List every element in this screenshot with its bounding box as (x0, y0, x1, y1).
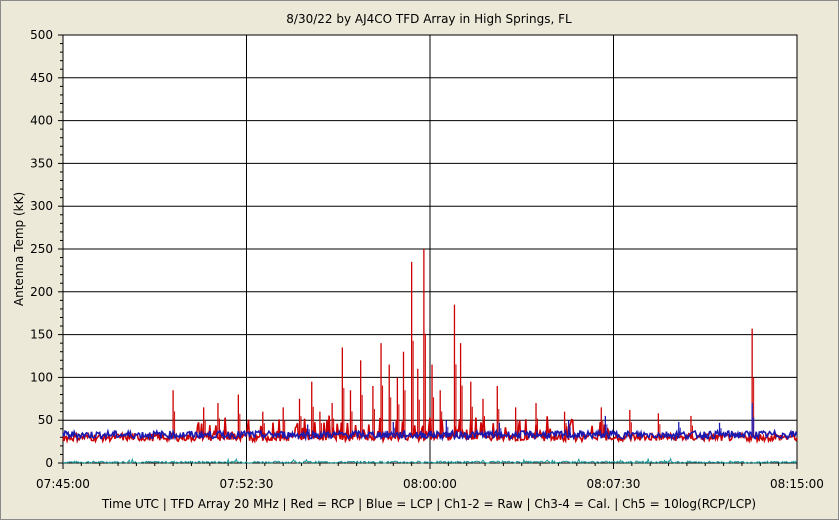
x-axis-label: Time UTC | TFD Array 20 MHz | Red = RCP … (101, 497, 756, 511)
x-tick-label: 08:00:00 (403, 477, 457, 491)
x-tick-label: 08:15:00 (770, 477, 824, 491)
series-line-ch5 (62, 457, 798, 465)
x-axis: 07:45:00 07:52:30 08:00:00 08:07:30 08:15:00 (36, 463, 824, 491)
y-tick-label: 250 (30, 242, 53, 256)
y-tick-label: 50 (38, 413, 53, 427)
chart-title: 8/30/22 by AJ4CO TFD Array in High Sprin… (286, 12, 572, 26)
x-tick-label: 08:07:30 (587, 477, 641, 491)
series-line-lcp (62, 428, 798, 442)
y-tick-label: 350 (30, 156, 53, 170)
y-tick-label: 100 (30, 370, 53, 384)
y-tick-label: 300 (30, 199, 53, 213)
x-tick-label: 07:45:00 (36, 477, 90, 491)
x-tick-label: 07:52:30 (220, 477, 274, 491)
y-tick-label: 150 (30, 328, 53, 342)
series-group (62, 249, 798, 465)
y-tick-label: 450 (30, 71, 53, 85)
y-tick-label: 400 (30, 114, 53, 128)
y-tick-label: 0 (45, 456, 53, 470)
y-axis: 0 50 100 150 200 250 300 350 400 450 500 (30, 28, 63, 470)
gridlines (63, 35, 797, 463)
y-tick-label: 500 (30, 28, 53, 42)
y-axis-label: Antenna Temp (kK) (12, 192, 26, 306)
y-tick-label: 200 (30, 285, 53, 299)
